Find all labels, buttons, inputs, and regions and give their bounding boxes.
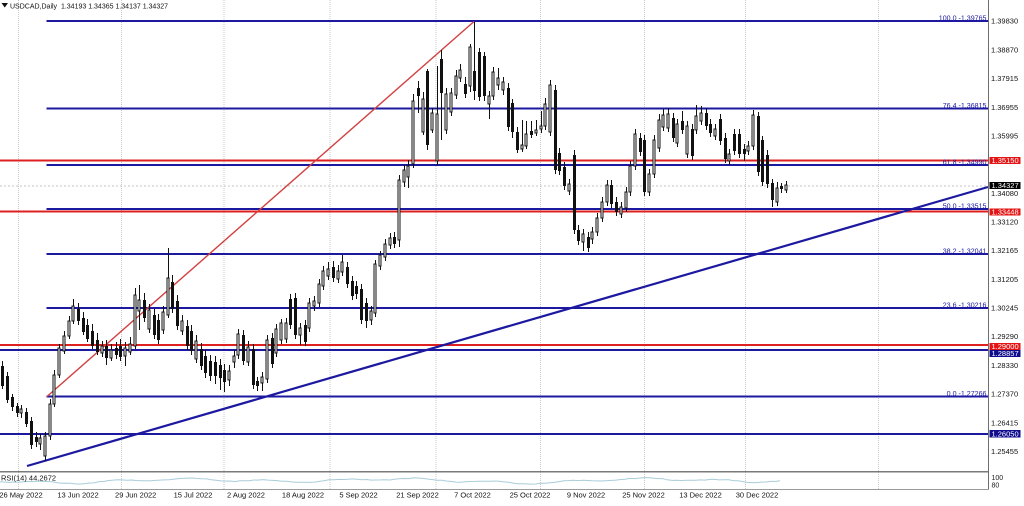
svg-text:50.0 -1.33515: 50.0 -1.33515 [943,203,987,211]
svg-text:1.37915: 1.37915 [991,74,1018,83]
svg-text:38.2 -1.32041: 38.2 -1.32041 [943,247,987,255]
svg-text:1.35995: 1.35995 [991,132,1018,141]
svg-text:15 Jul 2022: 15 Jul 2022 [174,490,213,499]
svg-text:26 May 2022: 26 May 2022 [0,490,43,499]
svg-text:9 Nov 2022: 9 Nov 2022 [567,490,605,499]
svg-text:1.28857: 1.28857 [992,349,1019,358]
svg-text:25 Nov 2022: 25 Nov 2022 [622,490,665,499]
svg-text:80: 80 [992,483,1000,490]
svg-text:0.0 -1.27266: 0.0 -1.27266 [947,390,987,398]
svg-text:76.4 -1.36815: 76.4 -1.36815 [943,102,987,110]
svg-text:1.33448: 1.33448 [992,208,1019,217]
svg-text:5 Sep 2022: 5 Sep 2022 [339,490,377,499]
svg-text:23.6 -1.30216: 23.6 -1.30216 [943,302,987,310]
svg-text:1.32165: 1.32165 [991,246,1018,255]
svg-text:25 Oct 2022: 25 Oct 2022 [510,490,551,499]
svg-text:1.31205: 1.31205 [991,275,1018,284]
svg-text:1.29290: 1.29290 [991,332,1018,341]
svg-text:2 Aug 2022: 2 Aug 2022 [227,490,265,499]
svg-text:1.26050: 1.26050 [992,429,1019,438]
svg-text:1.36955: 1.36955 [991,103,1018,112]
svg-text:21 Sep 2022: 21 Sep 2022 [396,490,439,499]
svg-text:18 Aug 2022: 18 Aug 2022 [282,490,324,499]
svg-text:100: 100 [992,475,1004,482]
svg-text:1.28330: 1.28330 [991,361,1018,370]
svg-text:USDCAD,Daily 1.34193 1.34365: USDCAD,Daily 1.34193 1.34365 1.34137 1.3… [10,4,168,11]
svg-text:1.25455: 1.25455 [991,447,1018,456]
svg-text:13 Jun 2022: 13 Jun 2022 [57,490,98,499]
svg-text:1.26415: 1.26415 [991,418,1018,427]
svg-text:1.35150: 1.35150 [992,156,1019,165]
svg-text:30 Dec 2022: 30 Dec 2022 [736,490,779,499]
svg-text:1.33120: 1.33120 [991,218,1018,227]
svg-text:1.29000: 1.29000 [992,342,1019,351]
svg-text:1.34327: 1.34327 [992,181,1019,190]
svg-text:1.30245: 1.30245 [991,304,1018,313]
svg-text:100.0 -1.39765: 100.0 -1.39765 [939,15,987,23]
svg-text:1.27370: 1.27370 [991,390,1018,399]
svg-text:RSI(14) 44.2672: RSI(14) 44.2672 [1,474,56,483]
svg-text:13 Dec 2022: 13 Dec 2022 [679,490,722,499]
svg-text:1.39830: 1.39830 [991,17,1018,26]
svg-text:61.8 -1.34990: 61.8 -1.34990 [943,159,987,167]
svg-text:7 Oct 2022: 7 Oct 2022 [454,490,491,499]
svg-text:1.34080: 1.34080 [991,189,1018,198]
svg-text:29 Jun 2022: 29 Jun 2022 [115,490,156,499]
svg-text:1.38870: 1.38870 [991,45,1018,54]
